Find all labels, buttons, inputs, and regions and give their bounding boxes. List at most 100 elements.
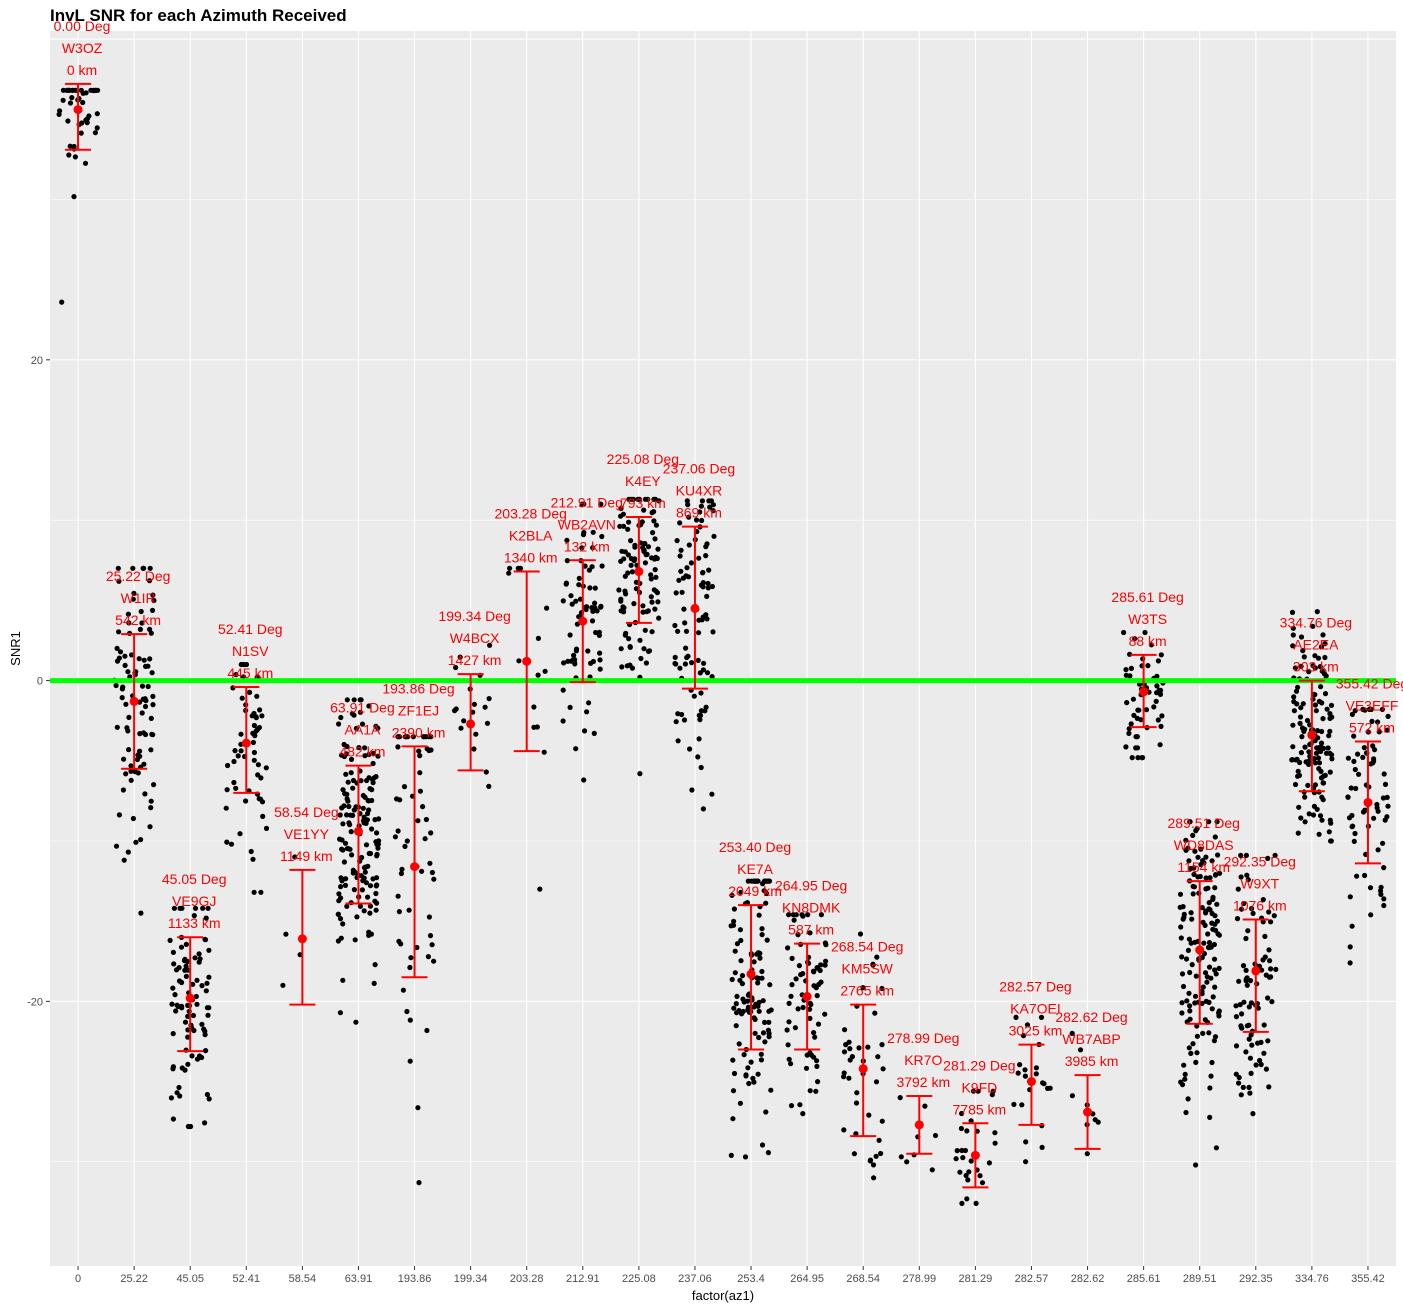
data-point [705,580,711,587]
data-point [650,530,656,536]
data-point [358,873,364,879]
mean-point [73,105,83,115]
x-tick-label: 237.06 [678,1273,712,1285]
data-point [1209,1059,1215,1066]
data-point [745,992,752,998]
data-point [729,892,735,898]
azimuth-label: 289.51 Deg [1168,815,1240,831]
x-tick-label: 0 [75,1273,81,1285]
data-point [710,502,717,508]
data-point [415,818,421,824]
data-point [656,615,662,621]
data-point [342,840,349,846]
data-point [417,788,423,794]
data-point [876,1137,882,1143]
data-point [258,889,264,895]
data-point [1269,999,1275,1005]
data-point [964,1196,970,1202]
data-point [535,672,541,678]
data-point [733,1001,739,1007]
data-point [1371,815,1377,821]
data-point [1295,830,1301,836]
data-point [1212,927,1219,933]
data-point [344,812,350,818]
data-point [1316,831,1322,837]
data-point [1375,847,1381,853]
data-point [139,620,145,626]
data-point [148,805,154,811]
data-point [573,746,579,752]
data-point [1268,966,1274,972]
x-axis-title: factor(az1) [692,1288,754,1303]
data-point [1351,838,1357,845]
callsign-label: W3OZ [62,40,103,56]
data-point [1185,1096,1191,1102]
data-point [1347,944,1353,950]
data-point [648,576,654,582]
data-point [417,770,423,776]
mean-point [634,567,644,577]
data-point [748,1059,754,1065]
data-point [879,1042,885,1048]
data-point [128,777,134,783]
callsign-label: VE1YY [284,826,330,842]
data-point [60,97,66,103]
data-point [395,734,401,740]
data-point [633,586,640,592]
data-point [1215,852,1221,858]
data-point [963,1172,969,1179]
data-point [254,693,260,699]
data-point [642,560,649,566]
data-point [359,887,365,893]
mean-point [858,1064,868,1074]
data-point [1247,1055,1253,1061]
data-point [1262,954,1268,960]
data-point [431,876,437,882]
x-tick-label: 225.08 [622,1273,656,1285]
data-point [1022,1067,1028,1073]
distance-label: 1154 km [1177,859,1230,875]
azimuth-label: 52.41 Deg [218,621,283,637]
data-point [238,731,244,737]
data-point [1243,978,1249,984]
data-point [1246,1036,1252,1042]
distance-label: 793 km [620,495,666,511]
data-point [339,846,345,852]
data-point [728,1152,734,1158]
azimuth-label: 281.29 Deg [943,1057,1015,1073]
data-point [344,796,350,802]
data-point [235,753,241,759]
distance-label: 2765 km [840,983,894,999]
y-axis: -20 0 20 [27,355,50,1008]
x-tick-label: 52.41 [233,1273,261,1285]
data-point [1289,609,1296,616]
azimuth-label: 268.54 Deg [831,939,903,955]
data-point [471,746,477,752]
data-point [581,777,587,783]
data-point [730,1116,736,1122]
data-point [929,1167,935,1173]
data-point [1213,1145,1219,1151]
data-point [374,830,380,836]
data-point [860,985,866,991]
data-point [1123,744,1129,750]
data-point [1380,795,1386,801]
data-point [597,657,603,663]
data-point [584,709,590,715]
data-point [194,977,200,983]
data-point [1011,1101,1017,1107]
data-point [1362,872,1368,879]
data-point [369,797,375,804]
data-point [248,848,254,855]
distance-label: 3025 km [1009,1023,1063,1039]
data-point [1184,998,1190,1004]
data-point [1327,769,1333,775]
data-point [1198,846,1204,852]
data-point [395,744,401,750]
callsign-label: KN8DMK [782,900,841,916]
data-point [1300,648,1306,654]
data-point [1033,1065,1039,1071]
mean-point [1139,687,1149,697]
data-point [561,660,567,666]
data-point [507,565,513,571]
